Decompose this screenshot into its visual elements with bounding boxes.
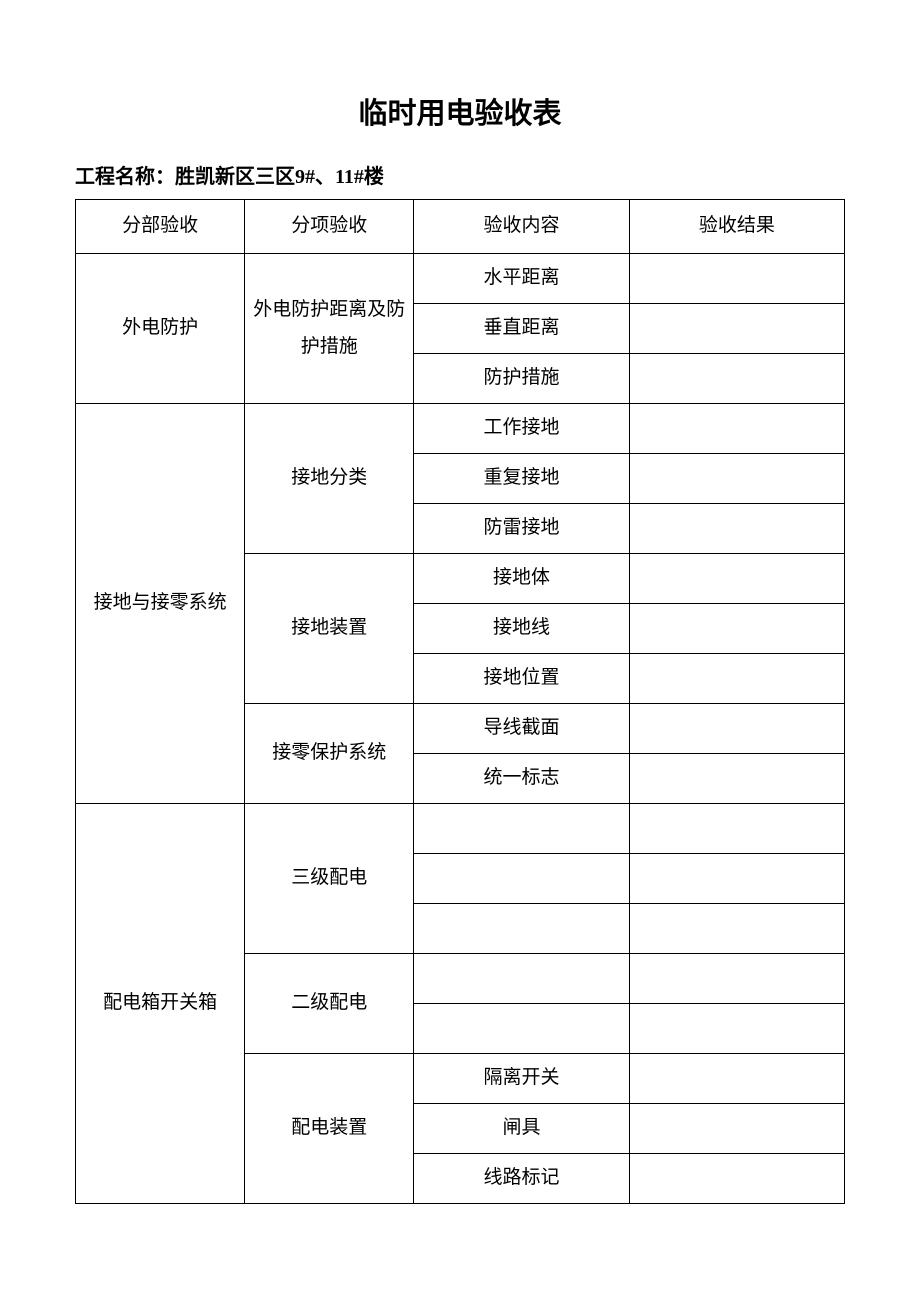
content-cell: 垂直距离	[414, 304, 629, 354]
result-cell	[629, 454, 844, 504]
content-cell: 线路标记	[414, 1154, 629, 1204]
content-cell	[414, 904, 629, 954]
content-cell: 闸具	[414, 1104, 629, 1154]
content-cell	[414, 1004, 629, 1054]
section2-sub3-name: 接零保护系统	[245, 704, 414, 804]
result-cell	[629, 954, 844, 1004]
document-title: 临时用电验收表	[75, 90, 845, 132]
section2-sub2-name: 接地装置	[245, 554, 414, 704]
result-cell	[629, 504, 844, 554]
section3-name: 配电箱开关箱	[76, 804, 245, 1204]
result-cell	[629, 554, 844, 604]
section3-sub3-name: 配电装置	[245, 1054, 414, 1204]
content-cell: 接地体	[414, 554, 629, 604]
content-cell: 水平距离	[414, 254, 629, 304]
result-cell	[629, 354, 844, 404]
result-cell	[629, 604, 844, 654]
content-cell: 工作接地	[414, 404, 629, 454]
content-cell: 隔离开关	[414, 1054, 629, 1104]
acceptance-table: 分部验收 分项验收 验收内容 验收结果 外电防护 外电防护距离及防护措施 水平距…	[75, 199, 845, 1204]
header-col4: 验收结果	[629, 200, 844, 254]
result-cell	[629, 804, 844, 854]
result-cell	[629, 1104, 844, 1154]
section3-sub1-name: 三级配电	[245, 804, 414, 954]
header-col3: 验收内容	[414, 200, 629, 254]
content-cell	[414, 854, 629, 904]
content-cell: 重复接地	[414, 454, 629, 504]
table-row: 接地与接零系统 接地分类 工作接地	[76, 404, 845, 454]
section2-name: 接地与接零系统	[76, 404, 245, 804]
result-cell	[629, 654, 844, 704]
section1-sub1-name: 外电防护距离及防护措施	[245, 254, 414, 404]
content-cell: 统一标志	[414, 754, 629, 804]
result-cell	[629, 304, 844, 354]
table-header-row: 分部验收 分项验收 验收内容 验收结果	[76, 200, 845, 254]
content-cell: 导线截面	[414, 704, 629, 754]
section3-sub2-name: 二级配电	[245, 954, 414, 1054]
table-row: 配电箱开关箱 三级配电	[76, 804, 845, 854]
result-cell	[629, 1054, 844, 1104]
content-cell: 防雷接地	[414, 504, 629, 554]
content-cell: 接地位置	[414, 654, 629, 704]
content-cell: 防护措施	[414, 354, 629, 404]
result-cell	[629, 904, 844, 954]
header-col1: 分部验收	[76, 200, 245, 254]
result-cell	[629, 704, 844, 754]
result-cell	[629, 254, 844, 304]
header-col2: 分项验收	[245, 200, 414, 254]
content-cell	[414, 804, 629, 854]
section2-sub1-name: 接地分类	[245, 404, 414, 554]
result-cell	[629, 854, 844, 904]
result-cell	[629, 1004, 844, 1054]
project-name-label: 工程名称：胜凯新区三区9#、11#楼	[75, 160, 845, 189]
content-cell: 接地线	[414, 604, 629, 654]
result-cell	[629, 404, 844, 454]
result-cell	[629, 1154, 844, 1204]
result-cell	[629, 754, 844, 804]
content-cell	[414, 954, 629, 1004]
table-row: 外电防护 外电防护距离及防护措施 水平距离	[76, 254, 845, 304]
section1-name: 外电防护	[76, 254, 245, 404]
